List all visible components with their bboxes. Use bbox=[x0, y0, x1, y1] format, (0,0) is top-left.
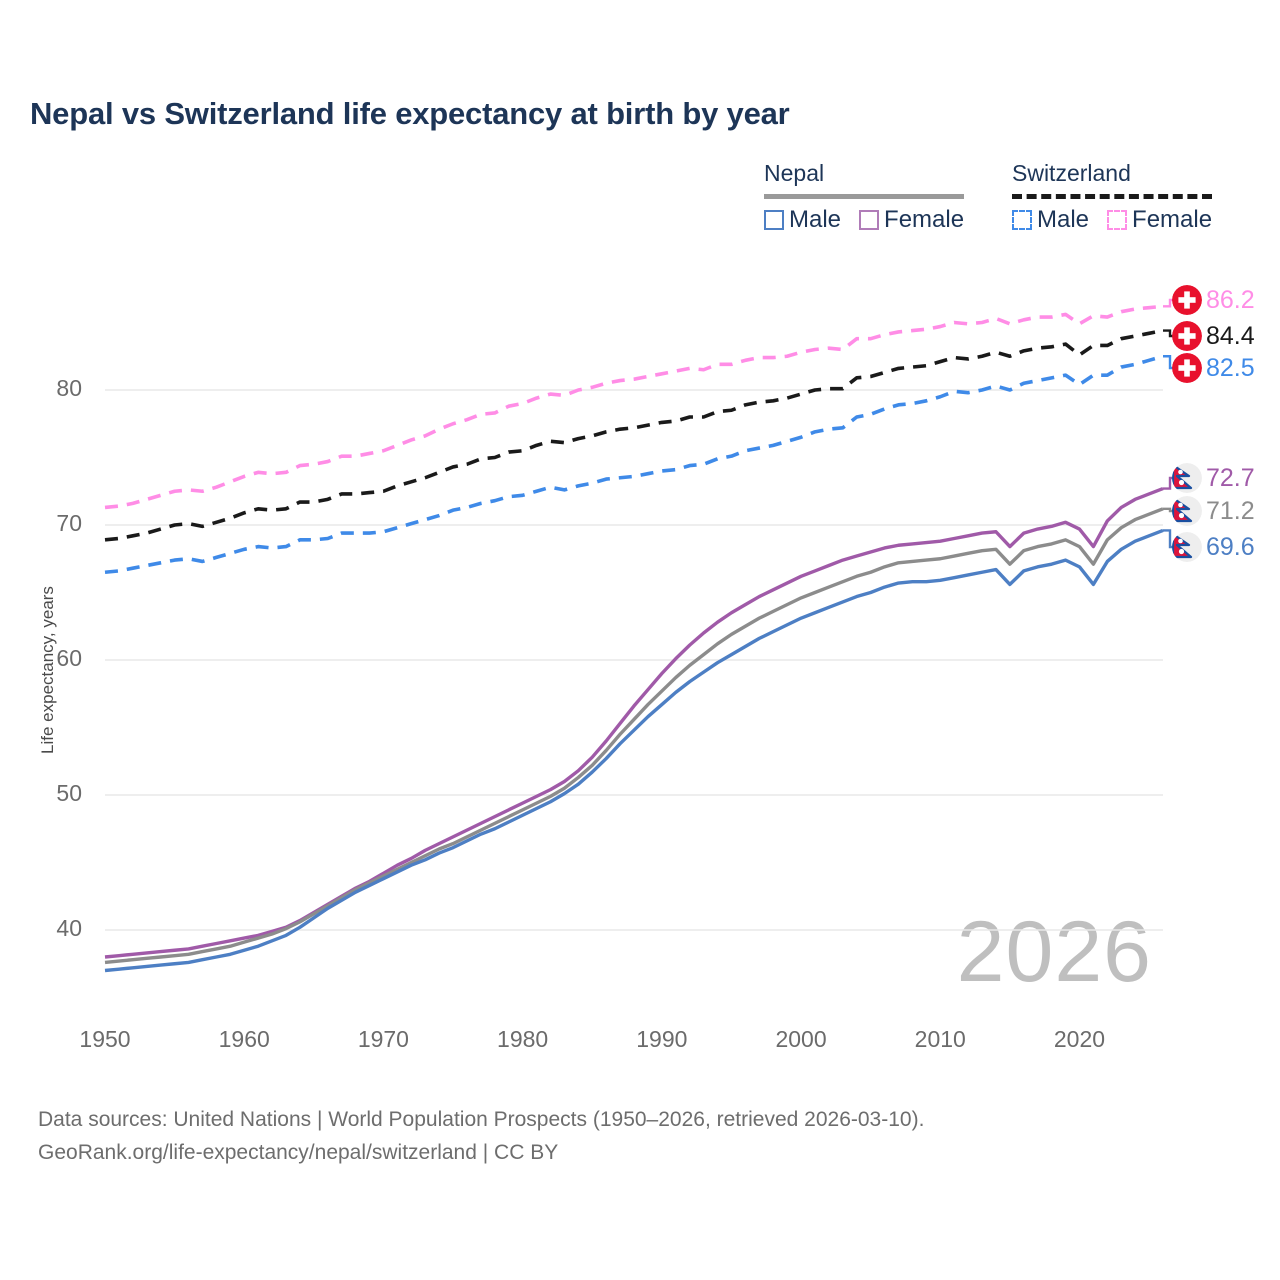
footer-attribution: Data sources: United Nations | World Pop… bbox=[38, 1104, 924, 1169]
footer-line-2: GeoRank.org/life-expectancy/nepal/switze… bbox=[38, 1140, 559, 1164]
year-watermark: 2026 bbox=[956, 904, 1152, 1000]
legend-label-nepal-male: Male bbox=[789, 206, 842, 233]
series-line-switzerland-female bbox=[104, 304, 1164, 510]
x-axis-tick: 1990 bbox=[636, 1026, 688, 1052]
legend-item-switzerland-male[interactable]: Male bbox=[1012, 206, 1089, 234]
end-label-value: 72.7 bbox=[1206, 463, 1255, 492]
x-axis-tick: 2020 bbox=[1053, 1026, 1106, 1052]
end-label-nepal-4: 71.2 bbox=[1172, 494, 1255, 528]
x-axis-tick: 1980 bbox=[497, 1026, 549, 1052]
legend-country-switzerland: Switzerland bbox=[1012, 160, 1131, 186]
series-line-nepal-both bbox=[104, 507, 1164, 965]
chart-legend: Nepal Male Female Switzerland Male bbox=[760, 160, 1250, 240]
end-label-value: 84.4 bbox=[1206, 321, 1255, 350]
legend-group-nepal: Nepal Male Female bbox=[764, 160, 965, 234]
legend-swatch-nepal-female bbox=[859, 210, 880, 230]
y-axis-tick: 70 bbox=[56, 510, 82, 536]
legend-label-switzerland-female: Female bbox=[1132, 206, 1213, 233]
switzerland-flag-icon bbox=[1172, 285, 1202, 315]
x-axis-tick: 2010 bbox=[914, 1026, 966, 1052]
plot-area bbox=[104, 298, 1179, 973]
y-axis-label: Life expectancy, years bbox=[38, 586, 57, 754]
legend-item-switzerland-female[interactable]: Female bbox=[1107, 206, 1212, 234]
end-label-switzerland-2: 82.5 bbox=[1172, 351, 1255, 385]
x-axis-tick: 1960 bbox=[218, 1026, 270, 1052]
switzerland-flag-icon bbox=[1172, 353, 1202, 383]
series-line-switzerland-both bbox=[104, 328, 1164, 542]
x-axis-tick: 2000 bbox=[775, 1026, 827, 1052]
end-label-value: 69.6 bbox=[1206, 532, 1255, 561]
x-axis-tick: 1950 bbox=[79, 1026, 131, 1052]
end-label-value: 71.2 bbox=[1206, 496, 1255, 525]
legend-item-nepal-female[interactable]: Female bbox=[859, 206, 964, 234]
legend-swatch-nepal-male bbox=[764, 210, 784, 230]
end-label-nepal-5: 69.6 bbox=[1172, 530, 1255, 564]
series-line-nepal-male bbox=[104, 528, 1164, 973]
end-label-value: 82.5 bbox=[1206, 353, 1255, 382]
legend-item-nepal-male[interactable]: Male bbox=[764, 206, 841, 234]
nepal-flag-icon bbox=[1172, 496, 1202, 526]
nepal-flag-icon bbox=[1172, 532, 1202, 562]
legend-rule-switzerland bbox=[1012, 194, 1213, 199]
legend-group-switzerland: Switzerland Male Female bbox=[1012, 160, 1213, 234]
legend-label-nepal-female: Female bbox=[884, 206, 965, 233]
legend-swatch-switzerland-female bbox=[1107, 210, 1128, 230]
legend-swatch-switzerland-male bbox=[1012, 210, 1032, 230]
y-axis-tick: 60 bbox=[56, 645, 82, 671]
end-label-nepal-3: 72.7 bbox=[1172, 461, 1255, 495]
legend-country-nepal: Nepal bbox=[764, 160, 825, 186]
nepal-flag-icon bbox=[1172, 463, 1202, 493]
y-axis-tick: 80 bbox=[56, 375, 82, 401]
end-label-value: 86.2 bbox=[1206, 285, 1255, 314]
x-axis-tick: 1970 bbox=[357, 1026, 409, 1052]
y-axis-tick: 40 bbox=[56, 915, 82, 941]
legend-label-switzerland-male: Male bbox=[1037, 206, 1090, 233]
end-label-switzerland-1: 84.4 bbox=[1172, 319, 1255, 353]
legend-rule-nepal bbox=[764, 194, 965, 199]
end-label-switzerland-0: 86.2 bbox=[1172, 283, 1255, 317]
footer-line-1: Data sources: United Nations | World Pop… bbox=[38, 1108, 925, 1131]
series-line-switzerland-male bbox=[104, 354, 1164, 575]
page-title: Nepal vs Switzerland life expectancy at … bbox=[30, 96, 790, 131]
switzerland-flag-icon bbox=[1172, 321, 1202, 351]
y-axis-tick: 50 bbox=[56, 780, 82, 806]
